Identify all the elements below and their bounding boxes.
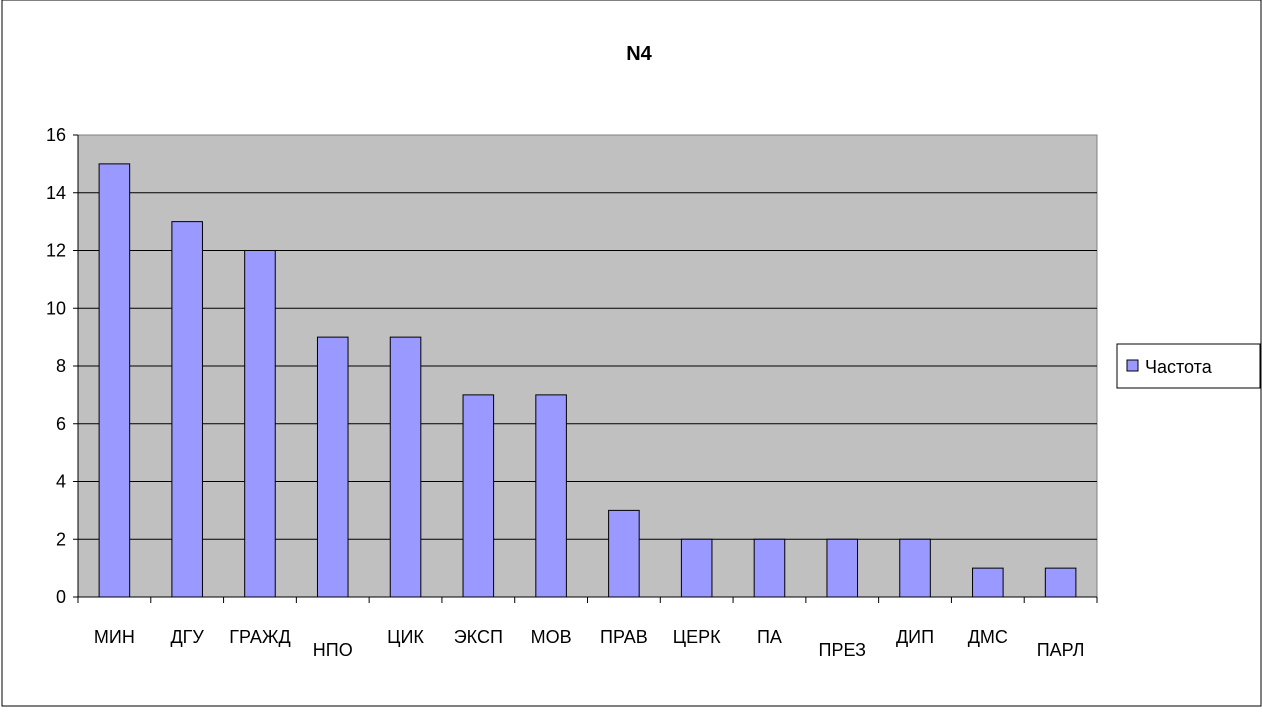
y-tick-label: 8	[56, 356, 66, 376]
legend-box	[1116, 343, 1261, 389]
bar	[972, 567, 1004, 598]
bar	[462, 394, 495, 598]
legend: Частота	[1116, 343, 1261, 389]
bar	[826, 538, 859, 598]
bar	[316, 336, 349, 598]
x-tick-label: ПРЕЗ	[819, 640, 866, 660]
y-tick-label: 14	[46, 183, 66, 203]
legend-swatch	[1126, 359, 1139, 372]
y-axis-ticks: 0 2 4 6 8 10 12 14 16	[46, 125, 78, 607]
y-tick-label: 2	[56, 529, 66, 549]
bar	[535, 394, 567, 598]
bars	[98, 163, 1077, 598]
y-tick-label: 10	[46, 298, 66, 318]
bar	[389, 336, 422, 598]
chart-title: N4	[626, 43, 652, 65]
x-tick-label: МОВ	[531, 627, 572, 647]
x-tick-label: ЭКСП	[454, 627, 503, 647]
x-axis-ticks: МИН ДГУ ГРАЖД НПО ЦИК ЭКСП МОВ ПРАВ ЦЕРК ПА ПРЕЗ ДИ…	[77, 597, 1098, 660]
y-tick-label: 0	[56, 587, 66, 607]
bar	[899, 538, 931, 598]
bar	[680, 538, 713, 598]
x-tick-label: ПА	[757, 627, 782, 647]
x-tick-label: МИН	[94, 627, 135, 647]
x-tick-label: ГРАЖД	[229, 627, 290, 647]
bar	[171, 221, 203, 598]
x-tick-label: НПО	[313, 640, 353, 660]
bar	[608, 509, 640, 598]
bar	[98, 163, 131, 598]
y-tick-label: 16	[46, 125, 66, 145]
x-tick-label: ЦЕРК	[673, 627, 721, 647]
x-tick-label: ПРАВ	[600, 627, 648, 647]
x-tick-label: ПАРЛ	[1037, 640, 1085, 660]
bar	[244, 250, 276, 598]
x-tick-label: ЦИК	[387, 627, 424, 647]
legend-label: Частота	[1145, 357, 1213, 377]
bar	[753, 538, 786, 598]
x-tick-label: ДГУ	[170, 627, 204, 647]
x-tick-label: ДИП	[896, 627, 934, 647]
bar	[1044, 567, 1077, 598]
x-tick-label: ДМС	[968, 627, 1008, 647]
y-tick-label: 4	[56, 472, 66, 492]
y-tick-label: 12	[46, 241, 66, 261]
y-tick-label: 6	[56, 414, 66, 434]
